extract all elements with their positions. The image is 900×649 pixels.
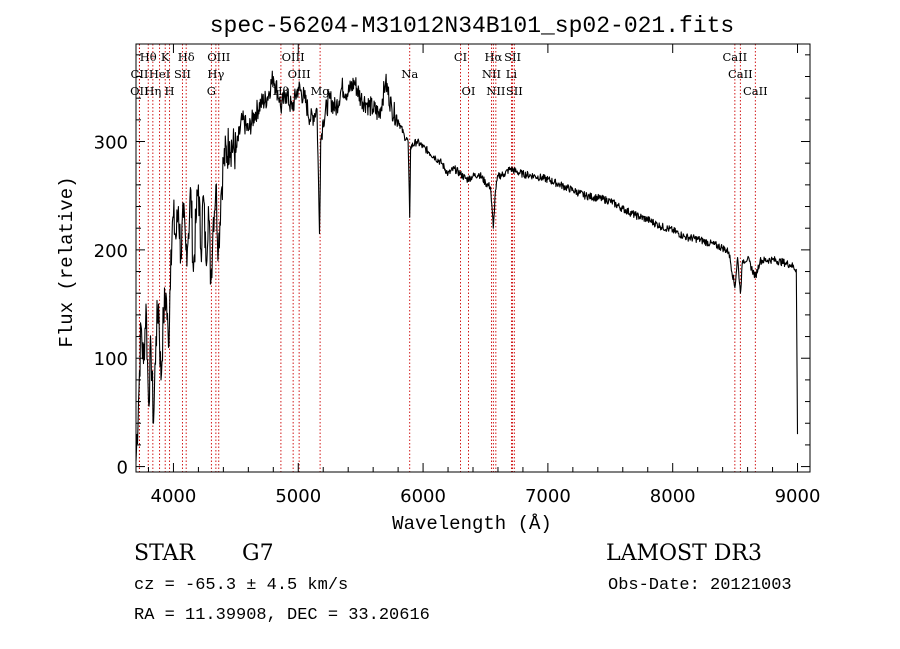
chart-title: spec-56204-M31012N34B101_sp02-021.fits [210, 13, 735, 39]
spectral-line-label: Hη [144, 84, 161, 98]
x-tick-label: 6000 [400, 486, 446, 507]
spectral-line-label: NII [482, 67, 501, 81]
x-tick-label: 8000 [650, 486, 696, 507]
x-axis-label: Wavelength (Å) [392, 513, 552, 535]
spectral-line-label: OIII [288, 67, 311, 81]
spectral-line-label: CaII [722, 50, 747, 64]
spectral-line-label: Hδ [178, 50, 195, 64]
spectral-line-label: HeI [149, 67, 170, 81]
spectral-line-label: G [207, 84, 216, 98]
y-tick-label: 100 [94, 349, 128, 370]
y-tick-label: 0 [117, 458, 128, 479]
spectral-line-label: Mg [311, 84, 331, 98]
spectral-line-label: OII [130, 84, 149, 98]
spectral-line-label: SII [506, 84, 523, 98]
spectral-line-label: CI [454, 50, 467, 64]
x-axis: 4000 5000 6000 7000 8000 9000 [147, 44, 821, 507]
spectral-line-label: Na [401, 67, 418, 81]
spectral-line-label: Li [506, 67, 518, 81]
spectral-line-label: SII [504, 50, 521, 64]
spectral-line-label: OIII [282, 50, 305, 64]
spectral-line-label: CaII [743, 84, 768, 98]
y-tick-label: 200 [94, 241, 128, 262]
spectral-line-label: Hγ [207, 67, 224, 81]
x-tick-label: 9000 [775, 486, 821, 507]
x-tick-label: 7000 [525, 486, 571, 507]
observation-date: Obs-Date: 20121003 [608, 576, 792, 595]
y-tick-label: 300 [94, 133, 128, 154]
y-axis: 0 100 200 300 [94, 54, 810, 479]
spectral-line-label: SII [174, 67, 191, 81]
spectral-line-label: OI [462, 84, 476, 98]
spectral-line-label: OIII [207, 50, 230, 64]
object-class: STAR [134, 541, 196, 566]
spectral-line-label: K [161, 50, 170, 64]
spectral-line-label: CII [131, 67, 149, 81]
redshift-value: cz = -65.3 ± 4.5 km/s [134, 576, 348, 595]
spectral-line-label: Hθ [140, 50, 157, 64]
spectral-line-label: Hα [484, 50, 502, 64]
spectral-line-label: CaII [728, 67, 753, 81]
spectral-line-label: NII [486, 84, 505, 98]
line-markers [138, 44, 756, 472]
y-axis-label: Flux (relative) [56, 176, 78, 347]
x-tick-label: 5000 [275, 486, 321, 507]
spectral-line-label: H [165, 84, 175, 98]
spectrum-line [135, 70, 799, 462]
object-subclass: G7 [242, 541, 274, 566]
coordinates: RA = 11.39908, DEC = 33.20616 [134, 606, 430, 625]
x-tick-label: 4000 [151, 486, 197, 507]
survey-name: LAMOST DR3 [606, 541, 762, 566]
